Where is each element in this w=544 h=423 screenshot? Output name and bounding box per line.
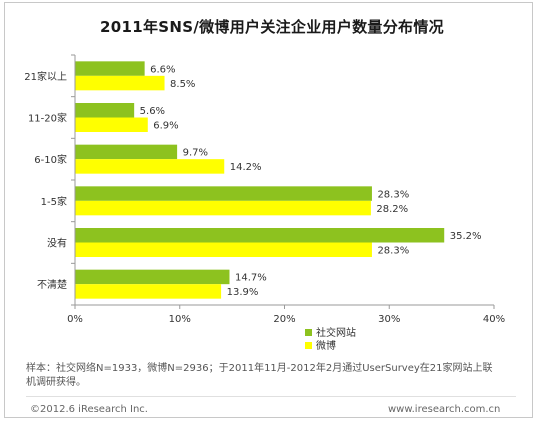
bar-sns	[75, 186, 372, 201]
category-label: 11-20家	[28, 112, 67, 125]
x-tick-label: 0%	[67, 314, 83, 325]
x-tick-label: 40%	[483, 314, 505, 325]
bar-weibo	[75, 200, 371, 216]
bar-sns	[75, 144, 178, 160]
website-url: www.iresearch.com.cn	[388, 404, 501, 415]
data-label: 35.2%	[450, 231, 482, 242]
legend-swatch	[305, 329, 312, 336]
bar-weibo	[75, 75, 165, 91]
data-label: 14.2%	[230, 162, 262, 173]
legend-label: 微博	[316, 339, 336, 352]
x-tick-label: 10%	[169, 314, 191, 325]
bar-weibo	[75, 117, 148, 132]
category-label: 没有	[47, 237, 67, 250]
copyright-text: ©2012.6 iResearch Inc.	[30, 404, 148, 415]
bar-weibo	[75, 159, 225, 174]
data-label: 28.3%	[377, 246, 409, 257]
data-label: 9.7%	[183, 148, 208, 159]
data-label: 6.6%	[150, 64, 175, 75]
data-label: 5.6%	[140, 106, 165, 117]
legend-label: 社交网站	[316, 326, 356, 339]
category-label: 6-10家	[34, 153, 67, 166]
bar-sns	[75, 269, 230, 285]
bar-sns	[75, 228, 445, 243]
legend-swatch	[305, 342, 312, 349]
data-label: 28.3%	[377, 189, 409, 200]
category-label: 21家以上	[24, 70, 67, 83]
category-label: 不清楚	[37, 278, 67, 291]
category-label: 1-5家	[41, 195, 67, 208]
data-label: 13.9%	[227, 287, 259, 298]
x-tick-label: 30%	[378, 314, 400, 325]
data-label: 8.5%	[170, 79, 195, 90]
footer-divider	[26, 396, 516, 397]
bar-sns	[75, 103, 135, 118]
bar-weibo	[75, 242, 372, 257]
data-label: 14.7%	[235, 273, 267, 284]
data-label: 6.9%	[153, 121, 178, 132]
bar-sns	[75, 61, 145, 76]
sample-note: 样本：社交网络N=1933，微博N=2936；于2011年11月-2012年2月…	[26, 363, 493, 388]
x-tick-label: 20%	[273, 314, 295, 325]
bar-weibo	[75, 284, 222, 299]
data-label: 28.2%	[376, 204, 408, 215]
chart-title: 2011年SNS/微博用户关注企业用户数量分布情况	[100, 18, 444, 36]
